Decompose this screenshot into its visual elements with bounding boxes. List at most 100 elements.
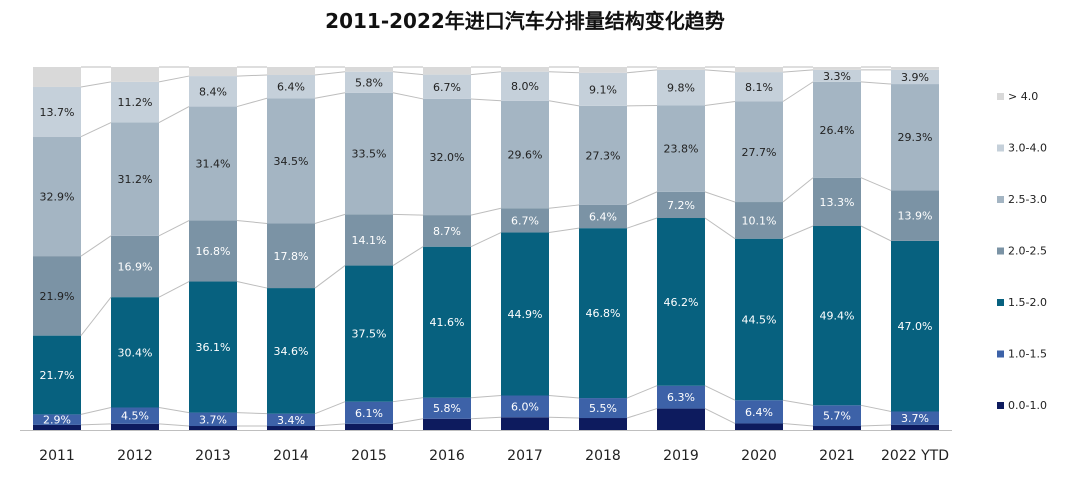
connector-line	[704, 191, 736, 203]
bar-segment	[423, 98, 471, 216]
bar-segment	[33, 335, 81, 415]
x-tick-label: 2022 YTD	[881, 448, 949, 464]
bar-segment	[735, 101, 783, 203]
data-label: 47.0%	[898, 320, 933, 333]
bar-segment	[423, 246, 471, 398]
legend-swatch	[997, 93, 1004, 100]
bar-segment	[813, 67, 861, 70]
connector-line	[548, 100, 580, 107]
bar-segment	[423, 67, 471, 75]
connector-line	[470, 207, 502, 216]
bar-segment	[813, 177, 861, 226]
connector-line	[860, 424, 892, 427]
data-label: 34.5%	[274, 155, 309, 168]
data-label: 26.4%	[820, 124, 855, 137]
connector-line	[548, 71, 580, 74]
x-tick-label: 2014	[273, 448, 309, 464]
bar-segment	[33, 414, 81, 425]
connector-line	[236, 74, 268, 77]
bar-segment	[657, 69, 705, 106]
legend-swatch	[997, 299, 1004, 306]
x-tick-label: 2012	[117, 448, 153, 464]
connector-line	[392, 71, 424, 76]
connector-line	[392, 92, 424, 100]
bar-segment	[735, 400, 783, 424]
bar-segment	[423, 397, 471, 419]
bar-segment	[891, 69, 939, 85]
connector-line	[860, 404, 892, 412]
x-tick-label: 2011	[39, 448, 75, 464]
connector-line	[158, 106, 190, 123]
legend-label: 1.0-1.5	[1008, 348, 1047, 361]
data-label: 3.4%	[277, 414, 305, 427]
connector-line	[782, 399, 814, 406]
legend-swatch	[997, 247, 1004, 255]
connector-line	[704, 100, 736, 106]
connector-line	[158, 423, 190, 427]
bar-segment	[735, 423, 783, 430]
connector-line	[314, 213, 346, 224]
connector-line	[704, 385, 736, 401]
data-label: 8.1%	[745, 81, 773, 94]
bar-segment	[189, 76, 237, 107]
bar-segment	[345, 423, 393, 430]
bar-segment	[345, 67, 393, 72]
data-label: 16.8%	[196, 245, 231, 258]
data-label: 10.1%	[742, 214, 777, 227]
connector-line	[782, 81, 814, 102]
data-label: 3.9%	[901, 71, 929, 84]
connector-line	[314, 401, 346, 415]
connector-line	[470, 71, 502, 76]
bar-segment	[501, 395, 549, 418]
legend-label: 2.5-3.0	[1008, 193, 1047, 206]
data-label: 11.2%	[118, 96, 153, 109]
connector-line	[548, 227, 580, 234]
bar-segment	[33, 424, 81, 430]
legend-swatch	[997, 402, 1004, 409]
connector-line	[236, 412, 268, 415]
data-label: 3.7%	[901, 412, 929, 425]
bar-segment	[33, 86, 81, 137]
legend-label: 1.5-2.0	[1008, 296, 1047, 309]
x-tick-label: 2021	[819, 448, 855, 464]
connector-line	[314, 71, 346, 76]
bar-segment	[657, 67, 705, 70]
data-label: 13.9%	[898, 210, 933, 223]
bar-segment	[423, 215, 471, 247]
data-label: 29.6%	[508, 148, 543, 161]
data-label: 44.5%	[742, 313, 777, 326]
connector-line	[392, 418, 424, 425]
data-label: 6.4%	[277, 81, 305, 94]
connector-line	[314, 92, 346, 99]
data-label: 33.5%	[352, 148, 387, 161]
data-label: 13.7%	[40, 106, 75, 119]
connector-line	[392, 246, 424, 266]
x-tick-label: 2016	[429, 448, 465, 464]
bar-segment	[111, 407, 159, 424]
data-label: 36.1%	[196, 341, 231, 354]
bar-segment	[579, 67, 627, 73]
x-tick-label: 2019	[663, 448, 699, 464]
connector-line	[704, 408, 736, 424]
bar-segment	[735, 238, 783, 401]
bar-segment	[189, 281, 237, 413]
connector-line	[548, 204, 580, 209]
bar-segment	[657, 105, 705, 192]
connector-line	[782, 177, 814, 203]
data-label: 6.3%	[667, 391, 695, 404]
connector-line	[548, 416, 580, 419]
bar-segment	[891, 67, 939, 70]
connector-line	[704, 217, 736, 240]
data-label: 3.7%	[199, 413, 227, 426]
data-label: 23.8%	[664, 143, 699, 156]
data-label: 6.1%	[355, 407, 383, 420]
connector-line	[860, 177, 892, 191]
data-label: 46.2%	[664, 296, 699, 309]
connectors-layer	[80, 66, 892, 427]
bar-segment	[657, 385, 705, 409]
connector-line	[470, 395, 502, 399]
bar-segment	[813, 69, 861, 82]
data-label: 3.3%	[823, 70, 851, 83]
data-label: 5.5%	[589, 402, 617, 415]
data-label: 9.1%	[589, 83, 617, 96]
